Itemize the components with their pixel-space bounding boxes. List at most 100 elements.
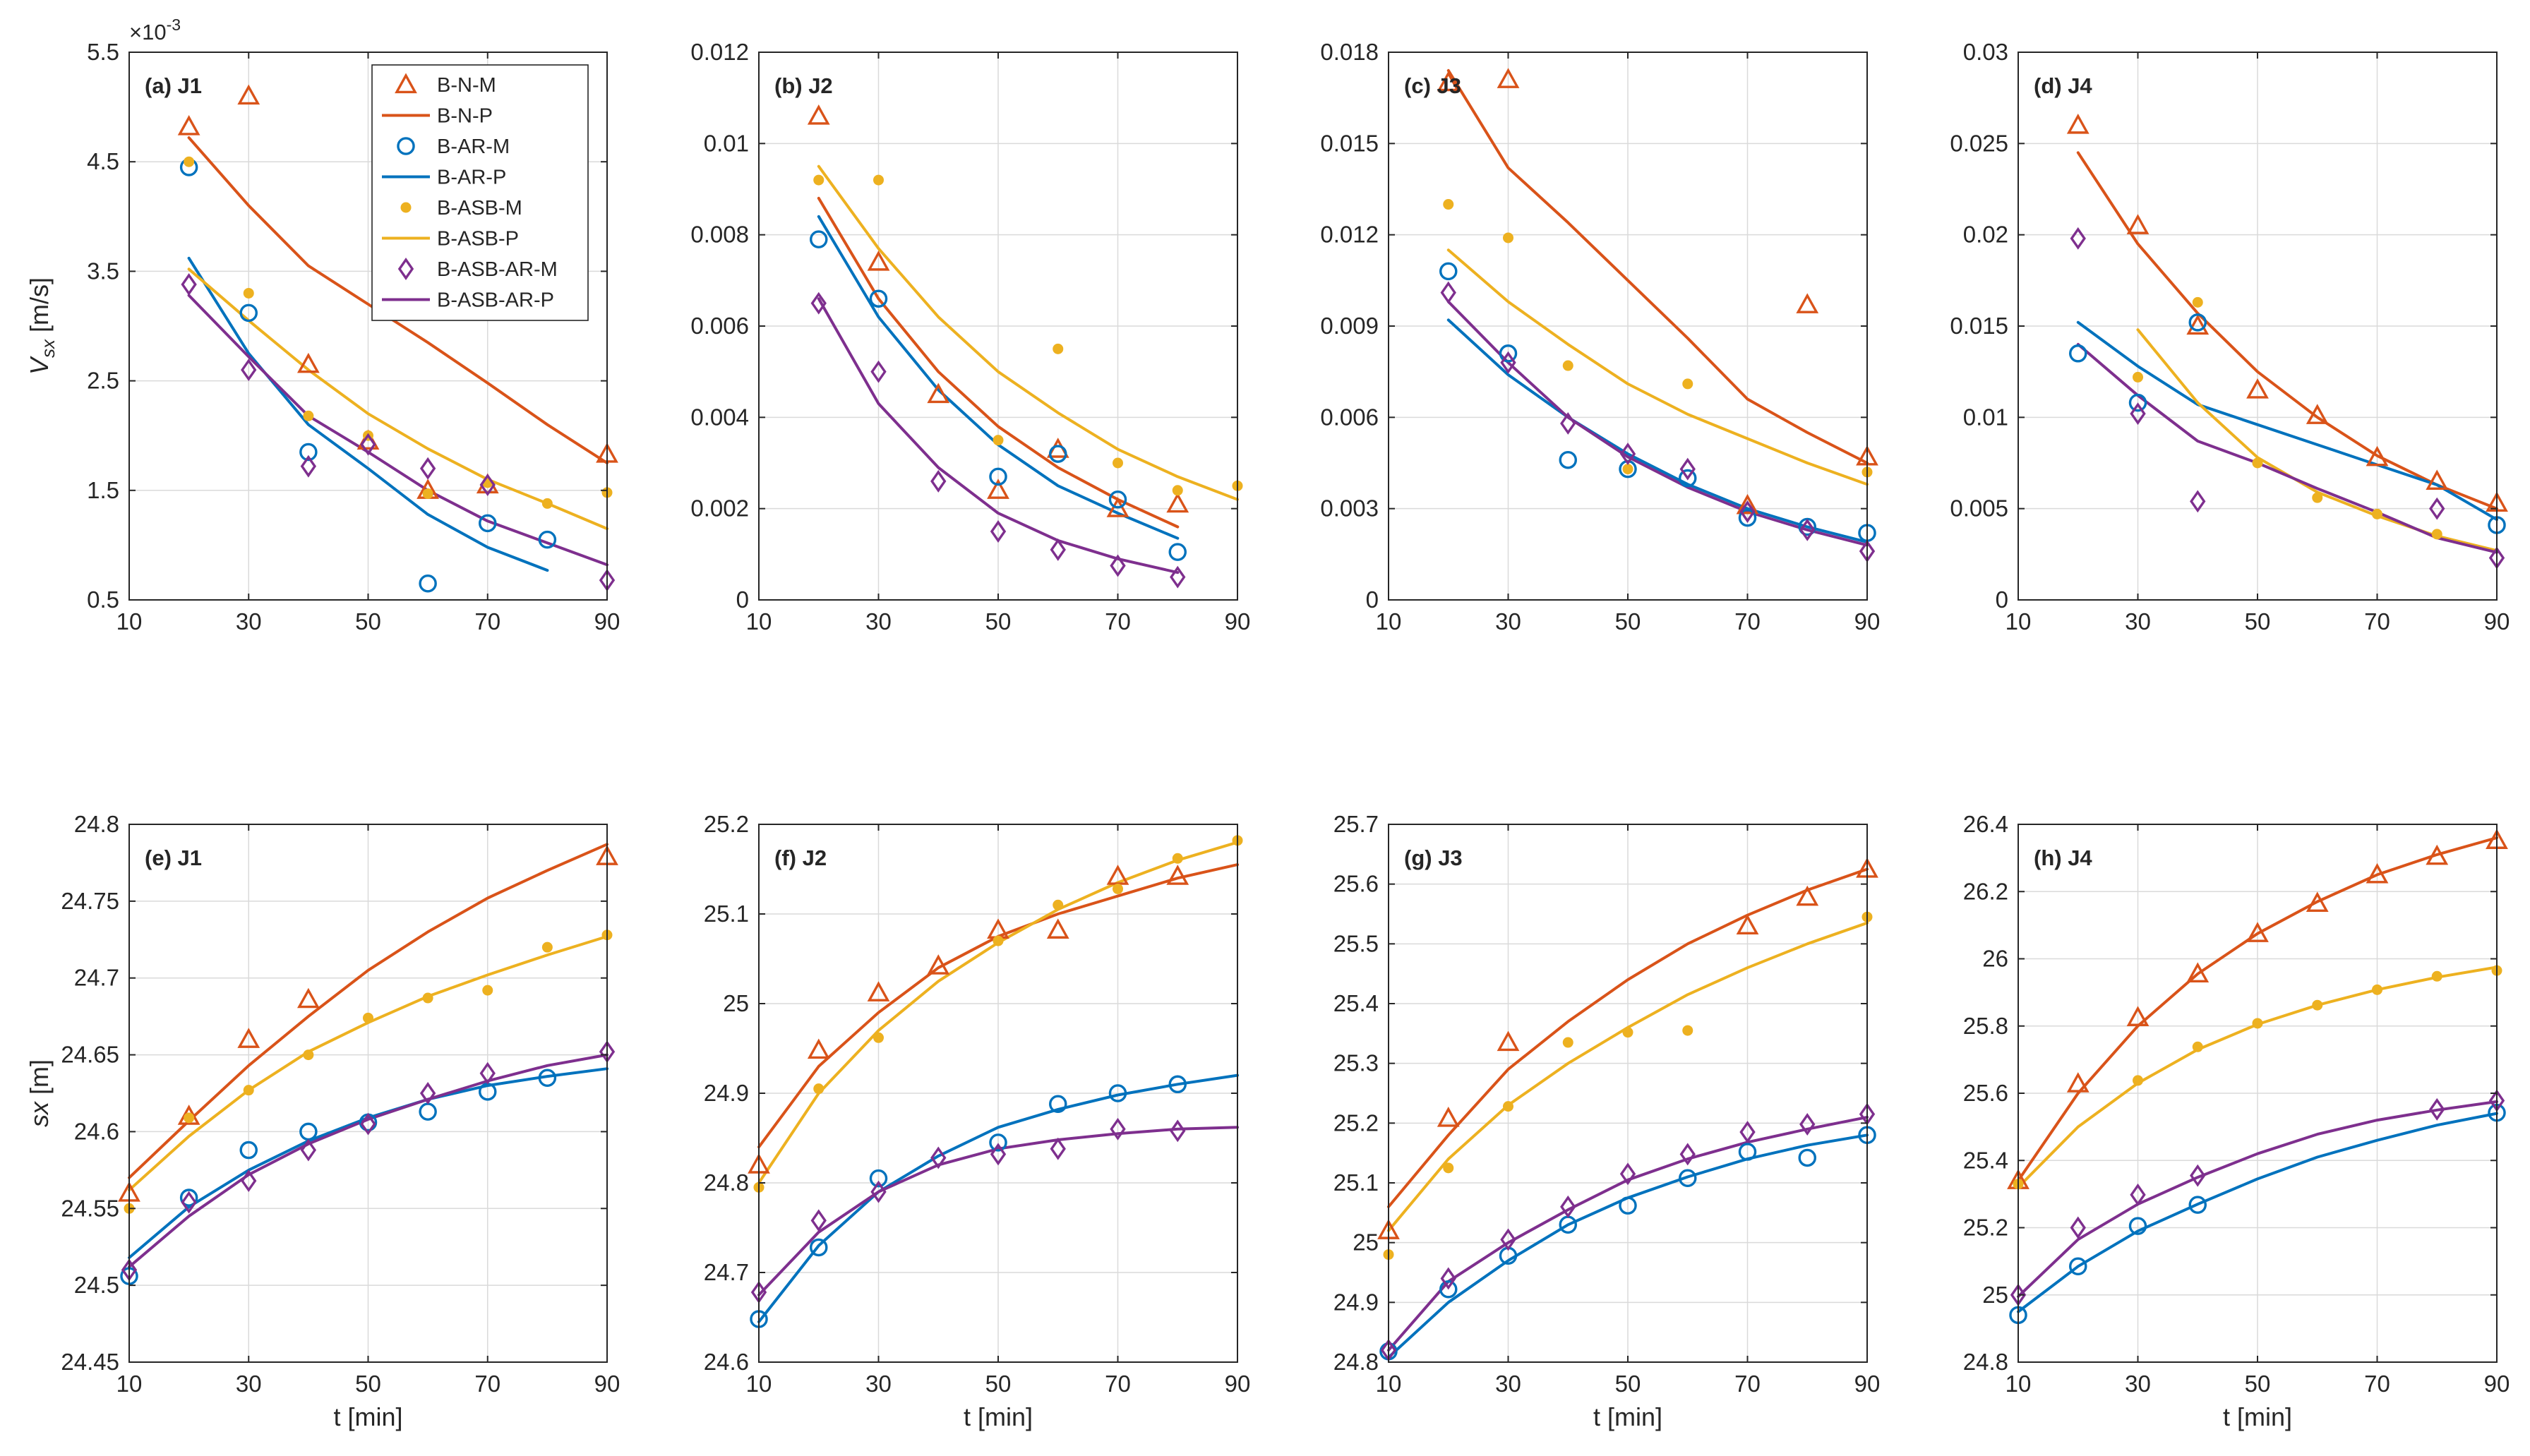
- y-tick-label: 0.008: [690, 222, 749, 248]
- x-tick-label: 50: [1615, 1371, 1641, 1397]
- data-point-b-asb-ar-m: [1679, 1143, 1696, 1166]
- y-tick-label: 25: [1353, 1229, 1379, 1256]
- data-point-b-n-m: [807, 1038, 830, 1059]
- data-point-b-n-m: [296, 352, 320, 373]
- data-point-b-asb-m: [541, 498, 553, 509]
- data-point-b-n-m: [2246, 378, 2269, 399]
- data-point-b-asb-m: [2372, 508, 2382, 519]
- panel-label: (b) J2: [774, 73, 833, 98]
- data-point-b-asb-m: [303, 410, 314, 421]
- x-tick-label: 90: [1854, 608, 1881, 634]
- data-point-b-n-m: [867, 250, 890, 271]
- data-point-b-asb-m: [1622, 464, 1633, 475]
- data-point-b-asb-ar-m: [990, 1143, 1007, 1166]
- data-point-b-asb-m: [1172, 485, 1183, 496]
- chart-panel: 10 30 50 70 90 24.8 25 25.2 25.4 25.6 25.8 26 26.2 26…: [1963, 811, 2510, 1431]
- data-point-b-asb-m: [1682, 1025, 1693, 1036]
- x-axis-label: t [min]: [1593, 1402, 1662, 1431]
- panel-label: (e) J1: [145, 846, 202, 870]
- x-tick-label: 30: [865, 1371, 892, 1397]
- data-point-b-ar-m: [1619, 1196, 1637, 1215]
- y-tick-label: 0.006: [1320, 404, 1379, 430]
- legend-swatch-marker: [397, 258, 414, 280]
- y-axis-exponent-power: -3: [167, 16, 181, 34]
- chart-panel: 10 30 50 70 90 0 0.005 0.01 0.015 0.02 0.025 0.03 (d…: [1950, 39, 2510, 634]
- data-point-b-n-m: [1166, 865, 1189, 885]
- data-point-b-ar-m: [1048, 445, 1067, 463]
- x-tick-label: 10: [2006, 608, 2032, 634]
- series-line-b-asb-ar-p: [757, 1126, 1239, 1296]
- y-tick-label: 24.8: [1333, 1349, 1379, 1375]
- data-point-b-ar-m: [2188, 313, 2207, 332]
- x-tick-label: 70: [2364, 608, 2390, 634]
- data-point-b-n-m: [2306, 404, 2329, 424]
- y-tick-label: 25: [723, 990, 749, 1016]
- data-point-b-asb-ar-m: [1110, 554, 1126, 577]
- data-point-b-asb-ar-m: [2070, 227, 2086, 250]
- y-tick-label: 24.8: [74, 811, 119, 837]
- data-point-b-ar-m: [2128, 1217, 2147, 1235]
- y-tick-label: 0.003: [1320, 495, 1379, 522]
- y-axis-label-unit: [m/s]: [25, 277, 54, 339]
- x-tick-label: 30: [1495, 1371, 1521, 1397]
- data-point-b-n-m: [1736, 914, 1759, 935]
- data-point-b-asb-m: [2312, 999, 2323, 1011]
- series-line-b-ar-p: [2076, 320, 2498, 522]
- data-point-b-ar-m: [239, 303, 258, 323]
- data-point-b-n-m: [1437, 1107, 1460, 1127]
- chart-panel: 10 30 50 70 90 0 0.002 0.004 0.006 0.008 0.01 0.012…: [690, 39, 1250, 634]
- data-point-b-n-m: [2306, 891, 2329, 913]
- y-tick-label: 0.012: [690, 39, 749, 65]
- y-tick-label: 3.5: [87, 258, 119, 284]
- data-point-b-asb-m: [184, 1112, 195, 1124]
- x-tick-label: 50: [985, 608, 1012, 634]
- data-point-b-asb-ar-m: [930, 469, 947, 493]
- data-point-b-ar-m: [809, 1238, 828, 1257]
- y-axis-label-symbol: sx: [25, 1100, 54, 1127]
- y-tick-label: 24.5: [74, 1272, 119, 1298]
- data-point-b-n-m: [1166, 492, 1189, 513]
- legend-label: B-ASB-M: [437, 197, 522, 219]
- data-point-b-asb-ar-m: [419, 1082, 436, 1105]
- chart-panel: 10 30 50 70 90 24.45 24.5 24.55 24.6 24.65 24.7 24.…: [25, 811, 620, 1431]
- data-point-b-ar-m: [2068, 344, 2087, 363]
- x-tick-label: 90: [1225, 608, 1251, 634]
- data-point-b-ar-m: [1168, 543, 1187, 561]
- x-tick-label: 30: [2125, 1371, 2151, 1397]
- series-line-b-n-p: [1387, 867, 1869, 1208]
- data-point-b-ar-m: [1439, 1280, 1458, 1299]
- data-point-b-asb-ar-m: [930, 1146, 947, 1169]
- data-point-b-asb-m: [422, 488, 433, 499]
- data-point-b-asb-m: [482, 985, 493, 996]
- legend-swatch-marker: [397, 137, 415, 155]
- y-tick-label: 25.5: [1333, 930, 1379, 956]
- data-point-b-n-m: [1796, 885, 1819, 906]
- data-point-b-asb-ar-m: [1440, 1267, 1456, 1290]
- data-point-b-asb-ar-m: [1050, 538, 1066, 561]
- y-tick-label: 0.02: [1963, 222, 2008, 248]
- data-point-b-asb-ar-m: [1619, 1162, 1636, 1186]
- data-point-b-ar-m: [239, 1141, 258, 1160]
- data-point-b-asb-m: [303, 1049, 314, 1061]
- y-tick-label: 25.8: [1963, 1013, 2008, 1039]
- data-point-b-asb-m: [1503, 1101, 1513, 1112]
- legend-label: B-ASB-AR-P: [437, 289, 554, 312]
- data-point-b-n-m: [987, 479, 1009, 499]
- x-tick-label: 30: [865, 608, 892, 634]
- data-point-b-asb-ar-m: [1799, 518, 1816, 541]
- data-point-b-asb-ar-m: [870, 1180, 887, 1203]
- x-axis-label: t [min]: [964, 1402, 1033, 1431]
- panel-label: (d) J4: [2034, 73, 2092, 98]
- data-point-b-asb-ar-m: [1050, 1137, 1066, 1160]
- data-point-b-ar-m: [538, 530, 557, 549]
- panel-label: (c) J3: [1404, 73, 1461, 98]
- x-tick-label: 10: [116, 1371, 143, 1397]
- data-point-b-asb-m: [813, 174, 825, 186]
- data-point-b-asb-m: [2133, 371, 2143, 383]
- data-point-b-ar-m: [2068, 1257, 2087, 1276]
- series-line-b-asb-ar-p: [2017, 1100, 2498, 1299]
- x-tick-label: 10: [1376, 608, 1402, 634]
- series-line-b-n-p: [2017, 836, 2498, 1182]
- series-line-b-asb-ar-p: [1387, 1115, 1869, 1352]
- data-point-b-n-m: [1106, 497, 1129, 517]
